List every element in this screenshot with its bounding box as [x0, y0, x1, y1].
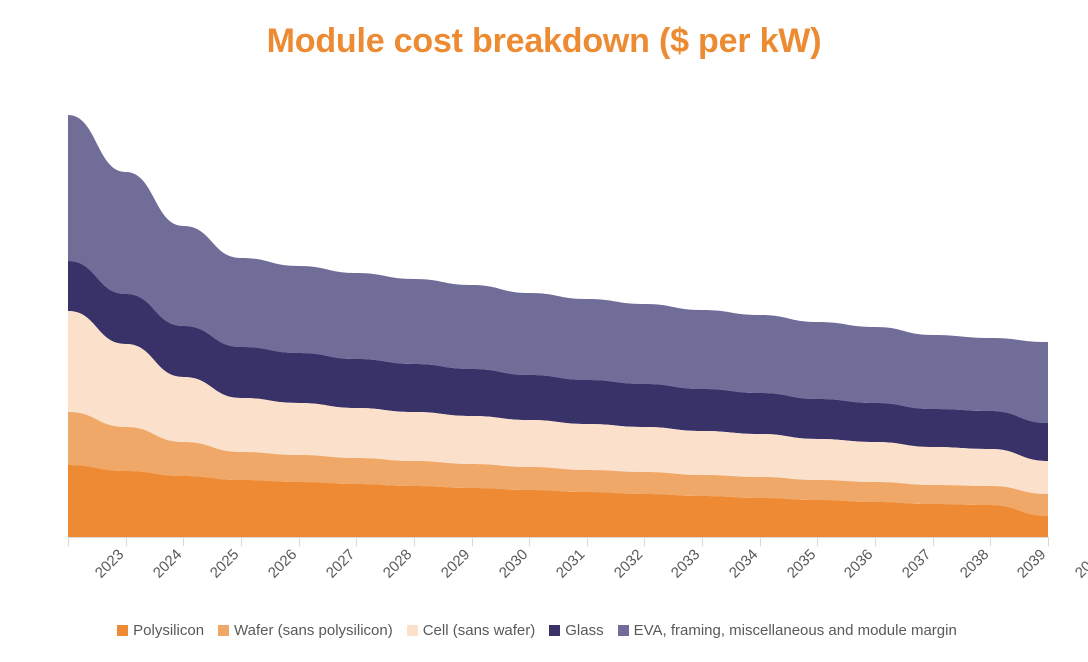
- x-axis-label: 2034: [725, 546, 762, 582]
- x-tick: [875, 538, 877, 546]
- legend-swatch-icon: [406, 625, 418, 636]
- legend-swatch-icon: [218, 625, 230, 636]
- x-axis-label: 2032: [610, 546, 647, 582]
- legend-label: Polysilicon: [133, 622, 205, 639]
- x-tick: [356, 538, 358, 546]
- legend-swatch-icon: [117, 625, 129, 636]
- legend-item[interactable]: Cell (sans wafer): [406, 622, 536, 639]
- x-axis-label: 2030: [495, 546, 531, 582]
- area-series-1: [68, 465, 1048, 537]
- x-axis-label: 2033: [668, 546, 704, 582]
- stacked-area-svg: [68, 115, 1048, 537]
- x-axis-ticks: [68, 538, 1049, 546]
- x-axis-label: 2031: [552, 546, 589, 582]
- chart-legend: Polysilicon Wafer (sans polysilicon) Cell …: [0, 622, 1088, 639]
- legend-swatch-icon: [549, 625, 561, 636]
- legend-item[interactable]: EVA, framing, miscellaneous and module m…: [617, 622, 957, 639]
- legend-label: EVA, framing, miscellaneous and module m…: [633, 622, 957, 639]
- x-axis-label: 2037: [898, 546, 935, 582]
- area-series-4: [68, 261, 1048, 461]
- x-tick: [240, 538, 242, 546]
- x-tick: [471, 538, 473, 546]
- x-tick: [702, 538, 704, 546]
- x-axis-label: 2036: [841, 546, 877, 582]
- legend-label: Wafer (sans polysilicon): [234, 622, 393, 639]
- x-tick: [68, 538, 69, 546]
- x-tick: [990, 538, 992, 546]
- x-tick: [817, 538, 819, 546]
- legend-item[interactable]: Glass: [549, 622, 604, 639]
- x-tick: [1048, 538, 1049, 546]
- x-axis-label: 2023: [91, 546, 128, 582]
- area-series-2: [68, 412, 1048, 516]
- x-axis-label: 2025: [207, 546, 243, 582]
- x-axis-label: 2035: [783, 546, 820, 582]
- x-axis-label: 2040: [1071, 546, 1088, 582]
- x-tick: [183, 538, 185, 546]
- x-tick: [759, 538, 761, 546]
- x-axis-label: 2026: [264, 546, 301, 582]
- x-axis-label: 2028: [380, 546, 416, 582]
- x-axis-labels: 2023 2024 2025 2026 2027 2028 2029 2030 2031 2032…: [0, 546, 1088, 606]
- area-series-5: [68, 115, 1048, 423]
- legend-item[interactable]: Wafer (sans polysilicon): [218, 622, 393, 639]
- legend-item[interactable]: Polysilicon: [117, 622, 204, 639]
- legend-label: Glass: [565, 622, 604, 639]
- x-axis-label: 2024: [149, 546, 186, 582]
- x-tick: [529, 538, 531, 546]
- x-axis-label: 2029: [437, 546, 474, 582]
- x-tick: [644, 538, 646, 546]
- x-tick: [586, 538, 588, 546]
- x-tick: [125, 538, 127, 546]
- legend-swatch-icon: [617, 625, 629, 636]
- x-axis-label: 2039: [1014, 546, 1050, 582]
- x-tick: [298, 538, 300, 546]
- area-series-3: [68, 311, 1048, 494]
- chart-title: Module cost breakdown ($ per kW): [266, 22, 822, 60]
- x-tick: [413, 538, 415, 546]
- x-axis-line: [68, 537, 1049, 538]
- x-tick: [932, 538, 934, 546]
- x-axis-label: 2038: [956, 546, 993, 582]
- legend-label: Cell (sans wafer): [422, 622, 536, 639]
- plot-area: [68, 100, 1048, 537]
- x-axis-label: 2027: [322, 546, 358, 582]
